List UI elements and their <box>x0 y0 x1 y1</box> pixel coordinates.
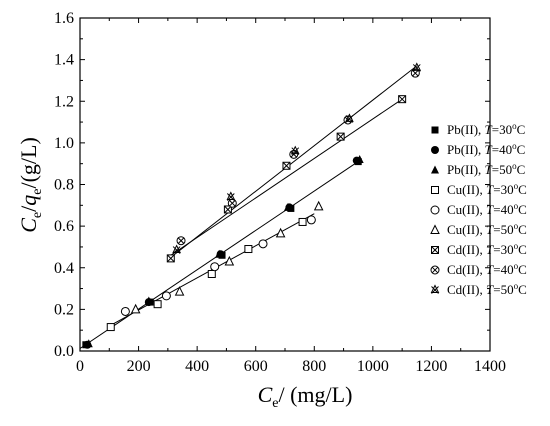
legend-marker-circle-open <box>430 205 440 215</box>
x-tick-label: 600 <box>244 358 268 375</box>
data-point-triangle-open <box>275 227 286 238</box>
y-axis-label-c: C <box>16 218 41 233</box>
fit-line <box>170 65 418 258</box>
y-axis-label: Ce/qe/(g/L) <box>16 137 45 233</box>
legend-marker-star <box>430 284 440 294</box>
y-axis-label-csub: e <box>30 212 45 218</box>
legend-label: Pb(II), T=30oC <box>447 121 525 137</box>
x-tick-label: 1200 <box>415 358 447 375</box>
data-point-circle-x <box>227 198 237 208</box>
data-point-square-x <box>282 161 291 170</box>
data-point-star <box>172 244 181 254</box>
plot-frame <box>79 17 491 352</box>
y-tick-label: 1.2 <box>54 93 74 110</box>
x-tick-label: 1000 <box>357 358 389 375</box>
data-point-square-open <box>207 269 216 278</box>
data-point-circle-open <box>120 306 130 316</box>
x-tick-label: 0 <box>76 358 84 375</box>
x-tick-label: 800 <box>302 358 326 375</box>
fit-lines <box>79 65 418 349</box>
legend: Pb(II), T=30oC Pb(II), T=40oC Pb(II), T=50… <box>430 121 527 297</box>
data-point-circle-x <box>176 236 186 246</box>
x-axis-label: Ce/ (mg/L) <box>258 382 353 411</box>
data-point-circle-open <box>161 291 171 301</box>
y-tick-label: 1.0 <box>54 135 74 152</box>
legend-marker-circle-filled <box>431 146 439 154</box>
y-tick-label: 0.6 <box>54 218 74 235</box>
legend-marker-square-filled <box>431 126 439 134</box>
x-axis-label-main: C <box>258 382 273 407</box>
data-point-triangle-open <box>224 255 235 266</box>
data-points <box>82 62 422 349</box>
y-tick-label: 0.4 <box>54 260 74 277</box>
x-axis-label-rest: / (mg/L) <box>278 382 352 407</box>
y-axis-label-qsub: e <box>30 189 45 195</box>
data-point-star <box>345 113 354 123</box>
data-point-triangle-filled <box>283 202 292 211</box>
data-point-triangle-filled <box>84 339 93 348</box>
legend-label: Cu(II), T=50oC <box>447 221 527 237</box>
legend-label: Pb(II), T=50oC <box>447 161 525 177</box>
data-point-square-open <box>153 300 162 309</box>
data-point-star <box>226 191 236 201</box>
fit-line <box>170 98 403 256</box>
legend-label: Cd(II), T=50oC <box>447 281 527 297</box>
data-point-square-x <box>398 95 407 104</box>
data-point-triangle-open <box>130 303 141 314</box>
x-tick-label: 400 <box>185 358 209 375</box>
legend-marker-square-open <box>431 186 439 194</box>
data-point-circle-open <box>210 262 220 272</box>
legend-label: Pb(II), T=40oC <box>447 141 525 157</box>
data-point-star <box>412 62 422 72</box>
legend-label: Cu(II), T=30oC <box>447 181 527 197</box>
legend-marker-triangle-filled <box>431 165 439 174</box>
data-point-square-open <box>106 323 115 332</box>
y-axis-label-rest: /(g/L) <box>16 137 41 188</box>
y-axis-label-slash: / <box>16 205 41 212</box>
legend-marker-square-x <box>431 246 439 254</box>
y-tick-label: 0.8 <box>54 177 74 194</box>
legend-label: Cu(II), T=40oC <box>447 201 527 217</box>
data-point-square-open <box>244 245 253 254</box>
data-point-square-x <box>336 132 345 141</box>
x-axis-label-sub: e <box>272 396 278 411</box>
x-tick-label: 1400 <box>474 358 506 375</box>
y-tick-label: 0.2 <box>54 301 74 318</box>
legend-label: Cd(II), T=30oC <box>447 241 527 257</box>
legend-marker-triangle-open <box>430 224 440 234</box>
data-point-triangle-open <box>174 286 185 296</box>
data-point-triangle-filled <box>355 155 364 164</box>
data-point-circle-open <box>306 215 316 225</box>
axes: 0 200 400 600 800 1000 1200 1400 0.0 0.2 0.4 0.6 0.8… <box>54 10 506 375</box>
x-tick-label: 200 <box>127 358 151 375</box>
axis-labels: Ce/ (mg/L) Ce/qe/(g/L) <box>16 137 352 411</box>
data-point-square-x <box>166 254 175 263</box>
data-point-star <box>290 145 300 156</box>
y-tick-label: 0.0 <box>54 343 74 360</box>
y-axis-label-q: q <box>16 195 41 206</box>
y-tick-label: 1.4 <box>54 52 74 69</box>
data-point-circle-open <box>258 239 268 249</box>
legend-label: Cd(II), T=40oC <box>447 261 527 277</box>
data-point-triangle-filled <box>215 249 224 258</box>
legend-marker-circle-x <box>430 265 440 275</box>
data-point-square-open <box>298 217 307 226</box>
data-point-circle-x <box>289 149 299 159</box>
data-point-triangle-filled <box>144 296 153 305</box>
data-point-triangle-open <box>313 200 324 211</box>
y-tick-label: 1.6 <box>54 10 74 27</box>
